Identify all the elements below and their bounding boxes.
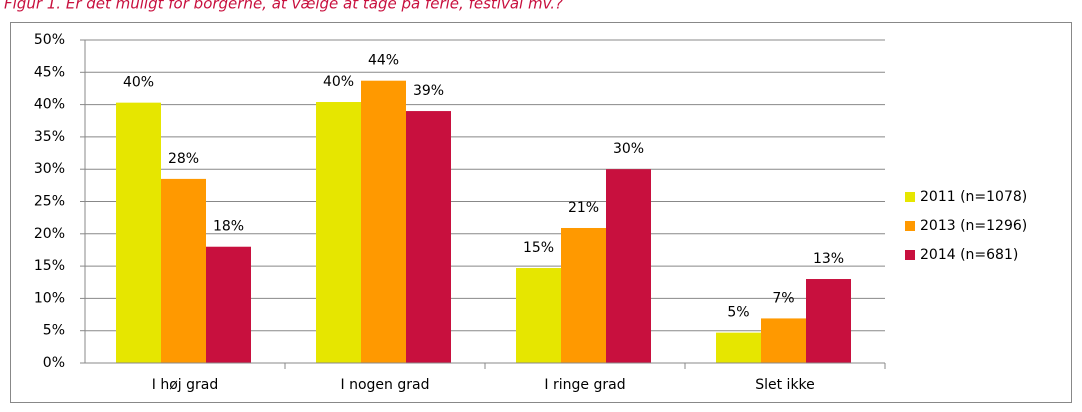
legend-label: 2013 (n=1296) xyxy=(920,218,1027,234)
y-tick-label: 35% xyxy=(34,129,65,145)
value-label: 7% xyxy=(772,290,794,306)
value-label: 30% xyxy=(613,141,644,157)
bar xyxy=(206,246,251,363)
bar xyxy=(561,227,606,363)
chart-title: Figur 1. Er det muligt for borgerne, at … xyxy=(4,0,563,13)
value-label: 13% xyxy=(813,251,844,267)
value-label: 40% xyxy=(323,74,354,90)
bar xyxy=(161,178,206,363)
y-tick-label: 30% xyxy=(34,161,65,177)
value-label: 5% xyxy=(727,305,749,321)
bar xyxy=(116,102,161,364)
value-label: 44% xyxy=(368,53,399,69)
legend-swatch xyxy=(905,250,915,260)
legend-label: 2014 (n=681) xyxy=(920,247,1018,263)
y-tick-label: 20% xyxy=(34,226,65,242)
value-label: 40% xyxy=(123,75,154,91)
bar xyxy=(516,268,561,363)
y-tick-label: 50% xyxy=(34,32,65,48)
y-tick-label: 0% xyxy=(43,355,65,371)
legend-swatch xyxy=(905,221,915,231)
value-label: 15% xyxy=(523,240,554,256)
x-tick-label: I ringe grad xyxy=(544,377,625,393)
chart-frame xyxy=(10,22,1072,403)
bar xyxy=(406,111,451,363)
bar xyxy=(361,80,406,363)
y-tick-label: 40% xyxy=(34,97,65,113)
x-tick-label: Slet ikke xyxy=(755,377,815,393)
legend-label: 2011 (n=1078) xyxy=(920,189,1027,205)
y-tick-label: 5% xyxy=(43,323,65,339)
bar xyxy=(761,318,806,363)
bar xyxy=(806,279,851,363)
value-label: 28% xyxy=(168,151,199,167)
bar xyxy=(606,169,651,363)
value-label: 21% xyxy=(568,200,599,216)
y-tick-label: 10% xyxy=(34,290,65,306)
value-label: 18% xyxy=(213,219,244,235)
y-tick-label: 15% xyxy=(34,258,65,274)
x-tick-label: I høj grad xyxy=(152,377,218,393)
legend-swatch xyxy=(905,192,915,202)
value-label: 39% xyxy=(413,83,444,99)
y-tick-label: 45% xyxy=(34,64,65,80)
y-tick-label: 25% xyxy=(34,194,65,210)
bar xyxy=(316,102,361,364)
x-tick-label: I nogen grad xyxy=(341,377,430,393)
bar xyxy=(716,332,761,363)
